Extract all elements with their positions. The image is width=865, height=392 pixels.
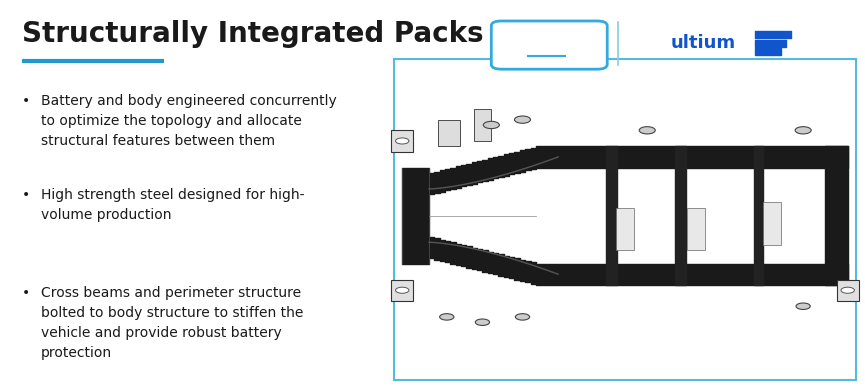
Bar bbox=[763, 202, 781, 245]
Text: •: • bbox=[22, 188, 30, 202]
Text: •: • bbox=[22, 94, 30, 108]
Circle shape bbox=[395, 287, 409, 293]
Text: •: • bbox=[22, 286, 30, 300]
Bar bbox=[391, 279, 413, 301]
Circle shape bbox=[439, 314, 454, 320]
Bar bbox=[394, 59, 856, 380]
Circle shape bbox=[484, 122, 499, 129]
Text: Battery and body engineered concurrently
to optimize the topology and allocate
s: Battery and body engineered concurrently… bbox=[41, 94, 336, 148]
Circle shape bbox=[475, 319, 490, 325]
Text: High strength steel designed for high-
volume production: High strength steel designed for high- v… bbox=[41, 188, 304, 222]
Circle shape bbox=[795, 127, 811, 134]
Bar bbox=[473, 109, 491, 141]
Circle shape bbox=[395, 138, 409, 144]
Bar bbox=[836, 279, 859, 301]
Bar bbox=[688, 208, 705, 250]
Text: ultium: ultium bbox=[670, 34, 735, 52]
Bar bbox=[391, 130, 413, 152]
Circle shape bbox=[796, 303, 811, 309]
Text: Structurally Integrated Packs: Structurally Integrated Packs bbox=[22, 20, 484, 47]
Circle shape bbox=[639, 127, 656, 134]
FancyBboxPatch shape bbox=[491, 21, 607, 69]
Circle shape bbox=[841, 287, 855, 293]
Circle shape bbox=[516, 314, 529, 320]
Bar bbox=[438, 120, 460, 146]
Text: gm: gm bbox=[534, 31, 565, 49]
Bar bbox=[616, 208, 634, 250]
Text: Cross beams and perimeter structure
bolted to body structure to stiffen the
vehi: Cross beams and perimeter structure bolt… bbox=[41, 286, 303, 360]
Circle shape bbox=[515, 116, 530, 123]
